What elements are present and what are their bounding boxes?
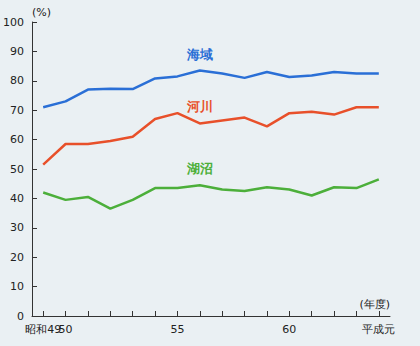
svg-text:湖沼: 湖沼 <box>186 161 213 176</box>
svg-text:90: 90 <box>10 45 24 58</box>
svg-text:20: 20 <box>10 251 24 264</box>
svg-text:10: 10 <box>10 280 24 293</box>
svg-text:80: 80 <box>10 74 24 87</box>
svg-text:60: 60 <box>10 133 24 146</box>
svg-text:(%): (%) <box>32 6 51 19</box>
svg-text:平成元: 平成元 <box>362 323 395 336</box>
svg-text:(年度): (年度) <box>359 298 390 311</box>
svg-text:30: 30 <box>10 221 24 234</box>
svg-text:40: 40 <box>10 192 24 205</box>
svg-text:0: 0 <box>17 310 24 323</box>
svg-text:100: 100 <box>3 16 24 29</box>
svg-text:50: 50 <box>59 323 73 336</box>
svg-text:海域: 海域 <box>186 47 213 62</box>
svg-text:60: 60 <box>282 323 296 336</box>
svg-text:昭和49: 昭和49 <box>25 323 61 336</box>
svg-text:70: 70 <box>10 104 24 117</box>
svg-text:河川: 河川 <box>186 99 213 114</box>
svg-text:50: 50 <box>10 163 24 176</box>
svg-text:55: 55 <box>170 323 184 336</box>
